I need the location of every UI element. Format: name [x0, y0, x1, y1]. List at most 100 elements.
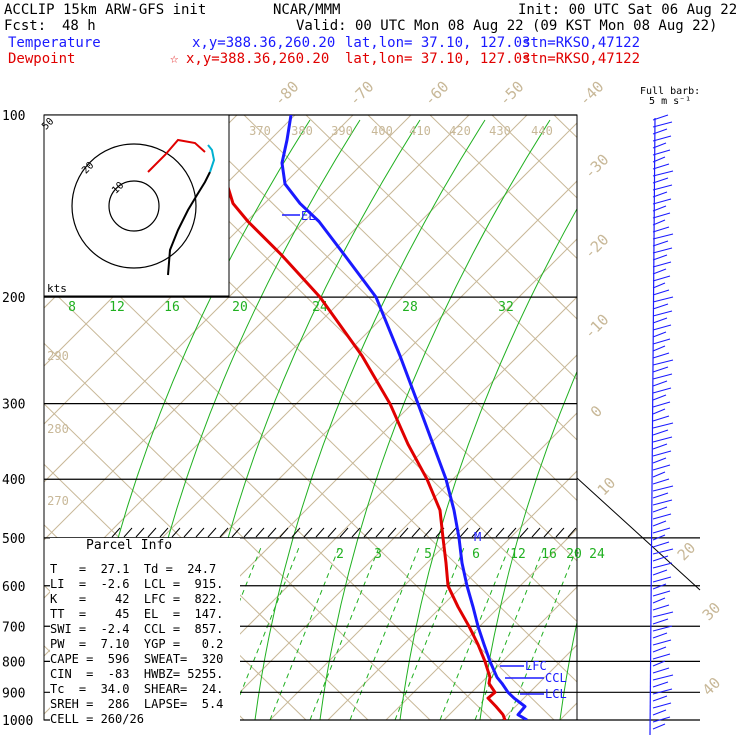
hatch-mark — [243, 527, 253, 538]
wind-barb — [652, 184, 673, 191]
legend-temperature: Temperature — [8, 35, 101, 51]
isotherm-label: -20 — [581, 231, 613, 263]
hatch-mark — [459, 527, 469, 538]
pressure-tick-label: 500 — [2, 532, 25, 547]
wind-barb — [652, 716, 671, 723]
dew-xy: x,y=388.36,260.20 — [186, 51, 330, 67]
mixing-ratio-line — [229, 544, 301, 720]
wind-barb — [652, 723, 666, 730]
legend-dewpoint: Dewpoint — [8, 51, 76, 67]
hatch-mark — [135, 527, 145, 538]
plot-frame — [43, 114, 578, 721]
hatch-mark — [195, 527, 205, 538]
hatch-mark — [531, 527, 541, 538]
dry-adiabat-line — [44, 403, 369, 720]
isotherm-label: -80 — [271, 78, 303, 110]
theta-label: 410 — [409, 124, 431, 138]
temp-xy: x,y=388.36,260.20 — [192, 35, 336, 51]
mixing-ratio-label: 5 — [424, 547, 432, 562]
wind-barb — [652, 177, 669, 184]
dry-adiabat-line — [243, 115, 577, 441]
isotherm-label: -50 — [496, 78, 528, 110]
hatch-mark — [423, 527, 433, 538]
wind-barb — [652, 555, 669, 562]
isotherm-label: 10 — [594, 474, 620, 500]
hatch-mark — [567, 527, 577, 538]
wind-barb — [652, 583, 667, 590]
isotherm-line — [734, 115, 740, 720]
wind-barb — [652, 660, 666, 667]
wind-barb — [652, 702, 672, 709]
pressure-tick-label: 800 — [2, 655, 25, 670]
isotherm-line — [153, 296, 577, 720]
mixing-ratio-label: 12 — [510, 547, 526, 562]
hatch-mark — [123, 527, 133, 538]
hodograph-trace-upper — [207, 144, 216, 173]
theta-label: 390 — [331, 124, 353, 138]
isotherm-line — [385, 528, 577, 720]
mixing-ratio-label: 28 — [402, 300, 418, 315]
wind-barb — [652, 114, 669, 121]
hatch-mark — [255, 527, 265, 538]
mixing-ratio-label: 20 — [566, 547, 582, 562]
hatch-mark — [495, 527, 505, 538]
dry-adiabat-line — [429, 115, 577, 260]
wind-barb — [652, 450, 672, 457]
wind-barb — [652, 471, 666, 478]
isotherm-line — [676, 115, 740, 720]
mixing-ratio-label: 6 — [472, 547, 480, 562]
wind-barb — [652, 457, 667, 464]
hatch-mark — [327, 527, 337, 538]
isotherm-line — [618, 115, 740, 720]
isotherm-label: -10 — [581, 311, 613, 343]
dry-adiabat-line — [44, 221, 555, 720]
wind-barb — [652, 478, 670, 485]
dry-adiabat-line — [44, 342, 431, 720]
wind-barb — [652, 387, 672, 394]
hodograph-trace-red — [147, 138, 206, 173]
wind-barb — [652, 527, 671, 534]
temp-latlon: lat,lon= 37.10, 127.03 — [345, 35, 531, 51]
wind-barb — [652, 331, 667, 338]
hatch-mark — [447, 527, 457, 538]
isotherm-label: -40 — [576, 78, 608, 110]
parcel-row: Tc = 34.0 SHEAR= 24. — [50, 682, 224, 696]
theta-label: 380 — [291, 124, 313, 138]
wind-barb — [652, 359, 674, 366]
wind-barb — [652, 303, 669, 310]
mixing-ratio-line — [349, 544, 421, 720]
pressure-tick-label: 900 — [2, 686, 25, 701]
isotherm-line — [44, 115, 354, 425]
hatch-mark — [399, 527, 409, 538]
wind-barb — [652, 590, 671, 597]
wind-barb — [652, 562, 673, 569]
mixing-ratio-line — [394, 544, 466, 720]
hodograph-ring — [71, 143, 197, 269]
model-title: ACCLIP 15km ARW-GFS init — [4, 2, 207, 18]
pressure-tick-label: 700 — [2, 620, 25, 635]
fcst-value: 48 h — [62, 18, 96, 34]
ccl-label: CCL — [545, 671, 567, 685]
wind-barb — [652, 625, 673, 632]
wind-barb — [652, 324, 672, 331]
hatch-mark — [207, 527, 217, 538]
wind-barb — [652, 611, 674, 618]
pressure-tick-label: 100 — [2, 109, 25, 124]
wind-barb — [652, 261, 672, 268]
wind-barb — [652, 310, 673, 317]
mixing-ratio-line — [269, 544, 341, 720]
wind-barb — [652, 499, 673, 506]
pressure-tick-label: 600 — [2, 580, 25, 595]
frame-slant-line — [576, 477, 701, 591]
wind-barb — [652, 149, 671, 156]
wind-barb — [652, 618, 669, 625]
wind-barb — [652, 156, 666, 163]
barb-staff — [649, 117, 656, 736]
barb-legend: Full barb: 5 m s⁻¹ — [640, 87, 700, 107]
wind-barb — [652, 429, 669, 436]
isotherm-line — [501, 644, 577, 720]
isotherm-label: -70 — [346, 78, 378, 110]
mixing-ratio-line — [439, 544, 511, 720]
parcel-row: CAPE = 596 SWEAT= 320 — [50, 652, 224, 666]
